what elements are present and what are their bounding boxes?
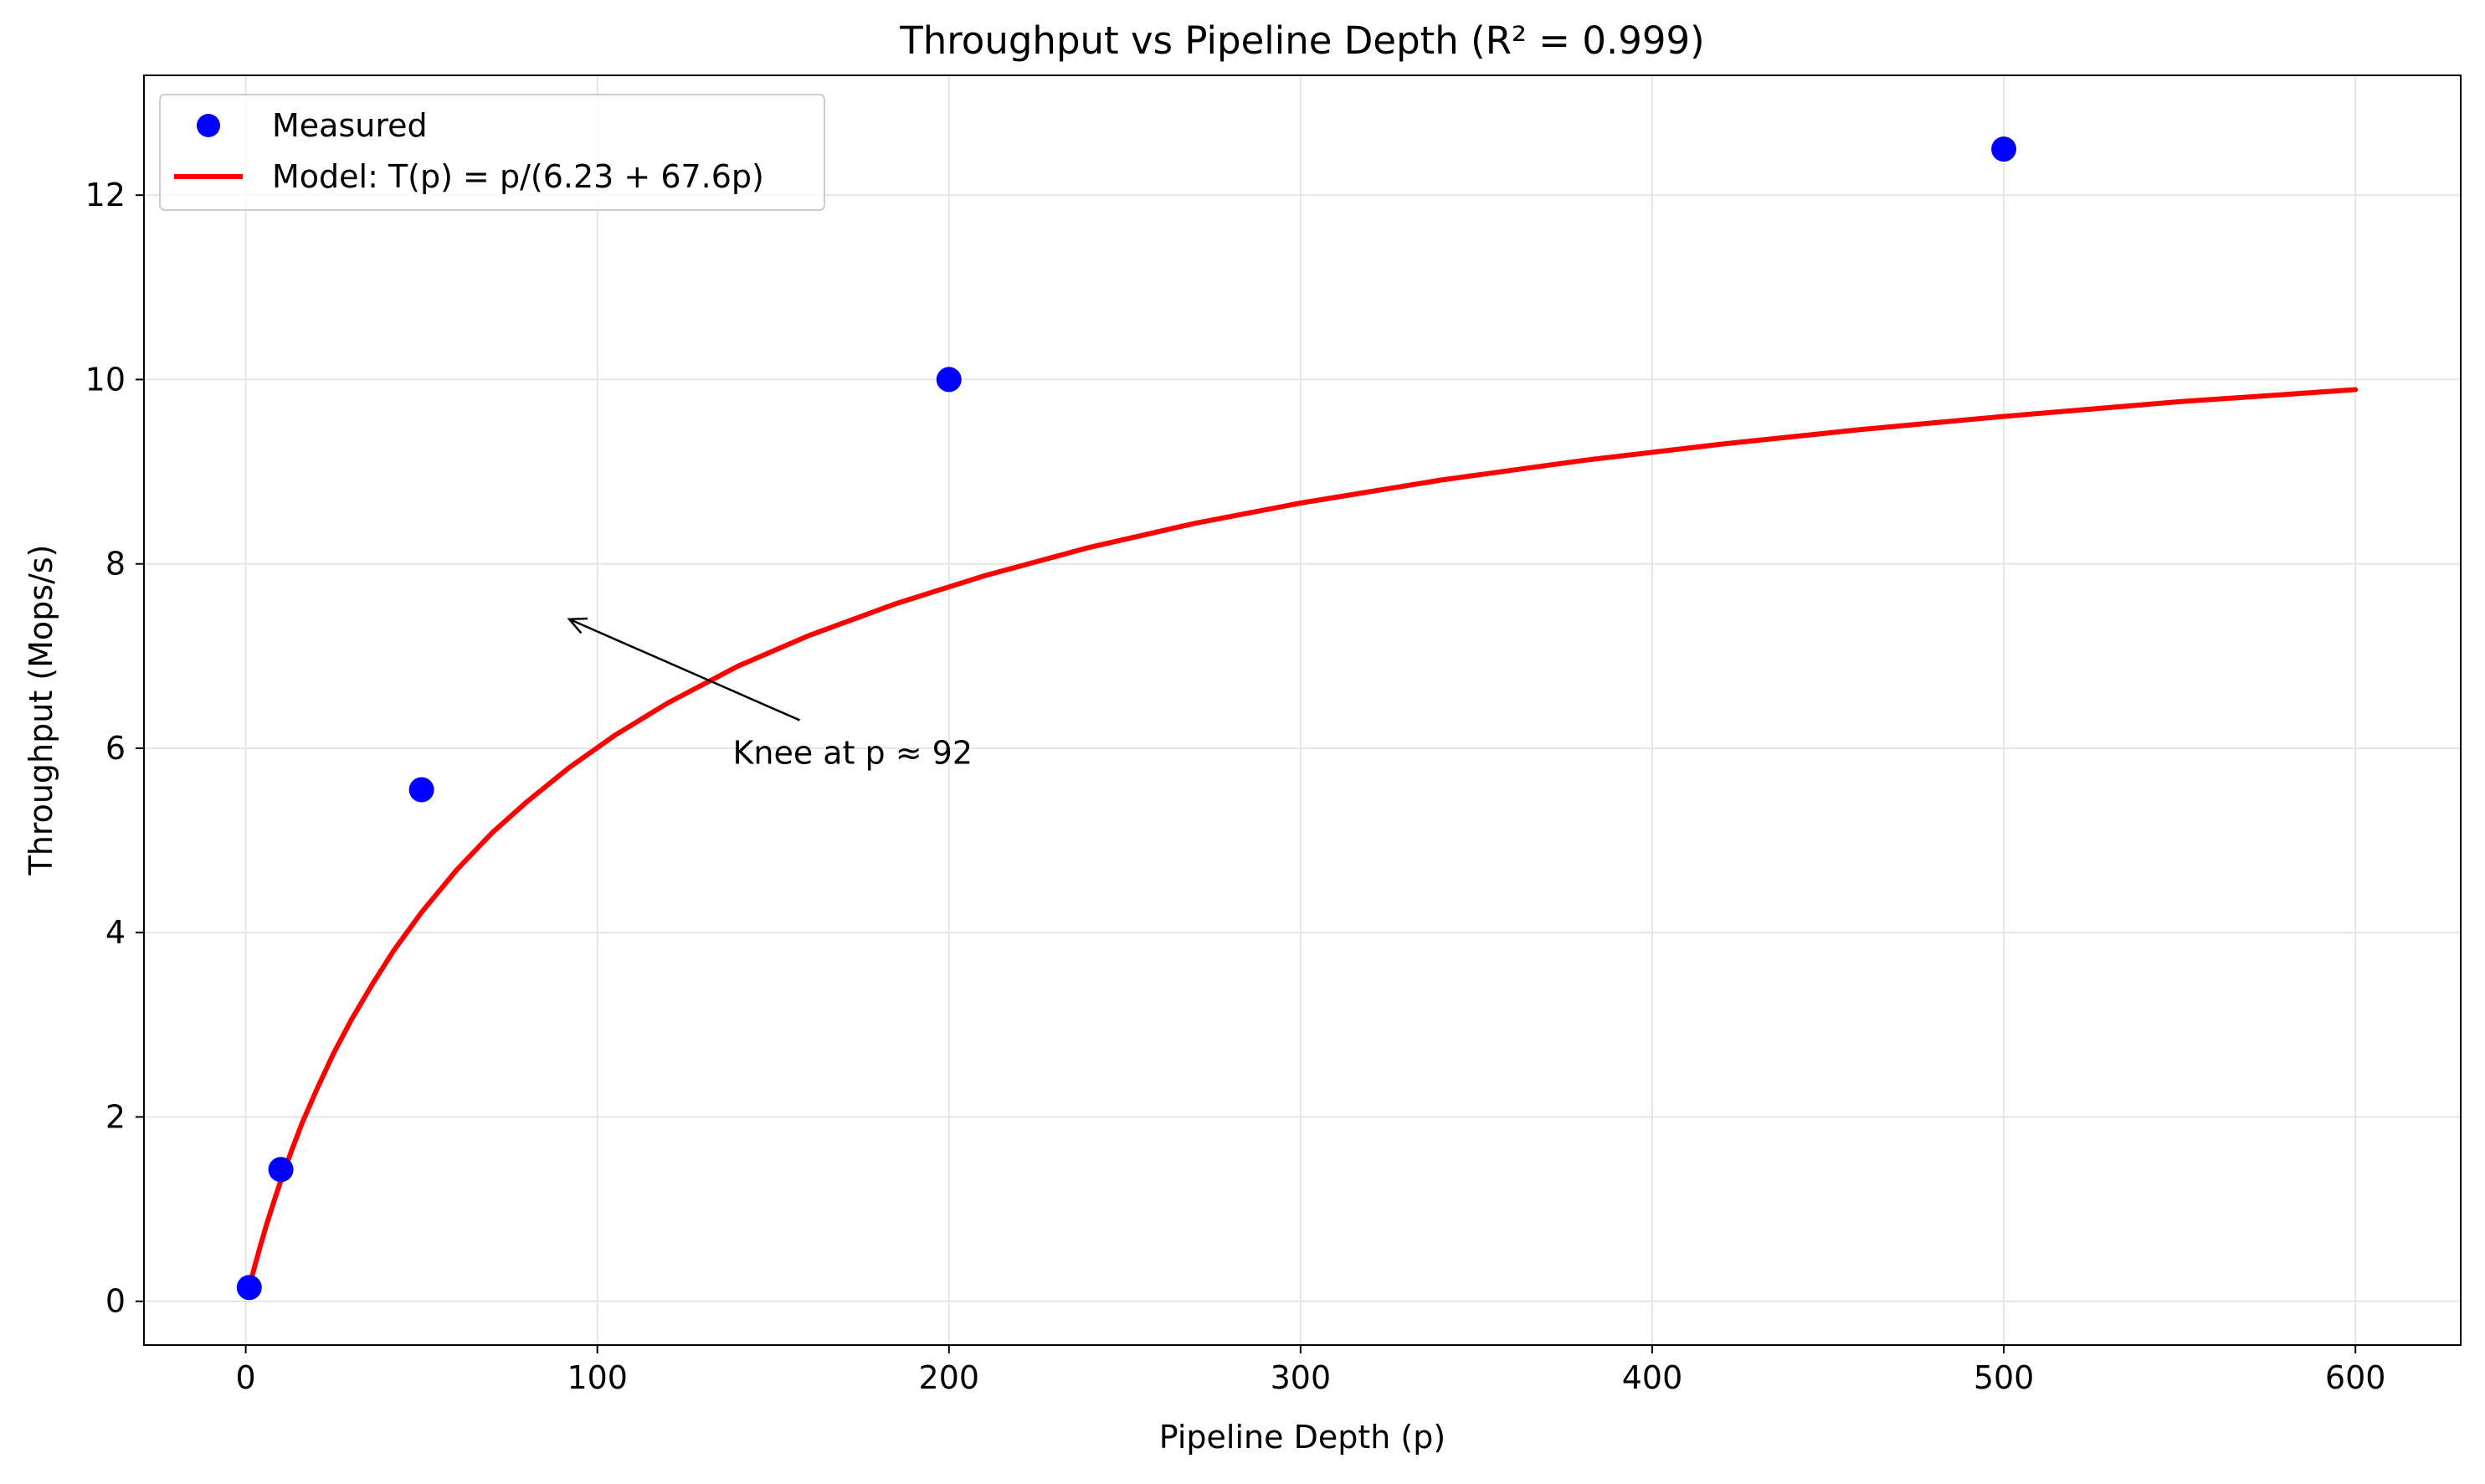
x-axis-label: Pipeline Depth (p) (1159, 1419, 1445, 1456)
y-tick-label: 6 (105, 730, 126, 767)
y-tick-label: 4 (105, 914, 126, 951)
y-tick-label: 0 (105, 1283, 126, 1320)
measured-point (936, 367, 962, 393)
annotation-arrowhead (567, 617, 588, 634)
plot-frame (143, 74, 2462, 1346)
legend-label-model: Model: T(p) = p/(6.23 + 67.6p) (272, 158, 764, 195)
x-axis-ticks: 0 100 200 300 400 500 600 (236, 1345, 2386, 1396)
annotation-arrow (568, 618, 800, 721)
y-tick-label: 12 (85, 177, 126, 213)
grid-lines (144, 75, 2461, 1345)
x-tick-label: 300 (1271, 1359, 1332, 1396)
y-axis-ticks: 0 2 4 6 8 10 12 (85, 177, 144, 1320)
x-tick-label: 200 (919, 1359, 980, 1396)
y-tick-label: 10 (85, 361, 126, 398)
x-tick-label: 400 (1622, 1359, 1683, 1396)
y-tick-label: 8 (105, 546, 126, 583)
measured-point (268, 1157, 294, 1183)
measured-point (1991, 136, 2017, 162)
measured-points-layer (236, 136, 2017, 1301)
annotation: Knee at p ≈ 92 (567, 617, 973, 771)
chart-title: Throughput vs Pipeline Depth (R² = 0.999… (899, 18, 1704, 63)
legend-label-measured: Measured (272, 107, 428, 144)
x-tick-label: 0 (236, 1359, 256, 1396)
model-line-layer (246, 387, 2359, 1291)
x-tick-label: 500 (1974, 1359, 2035, 1396)
model-line (246, 387, 2359, 1291)
legend-marker-measured (197, 114, 220, 137)
x-tick-label: 600 (2325, 1359, 2386, 1396)
legend: Measured Model: T(p) = p/(6.23 + 67.6p) (159, 94, 825, 211)
y-tick-label: 2 (105, 1098, 126, 1135)
legend-box (159, 94, 825, 211)
y-axis-label: Throughput (Mops/s) (23, 544, 59, 876)
measured-point (236, 1275, 262, 1301)
annotation-text: Knee at p ≈ 92 (732, 734, 973, 771)
x-tick-label: 100 (567, 1359, 628, 1396)
measured-point (408, 777, 434, 803)
